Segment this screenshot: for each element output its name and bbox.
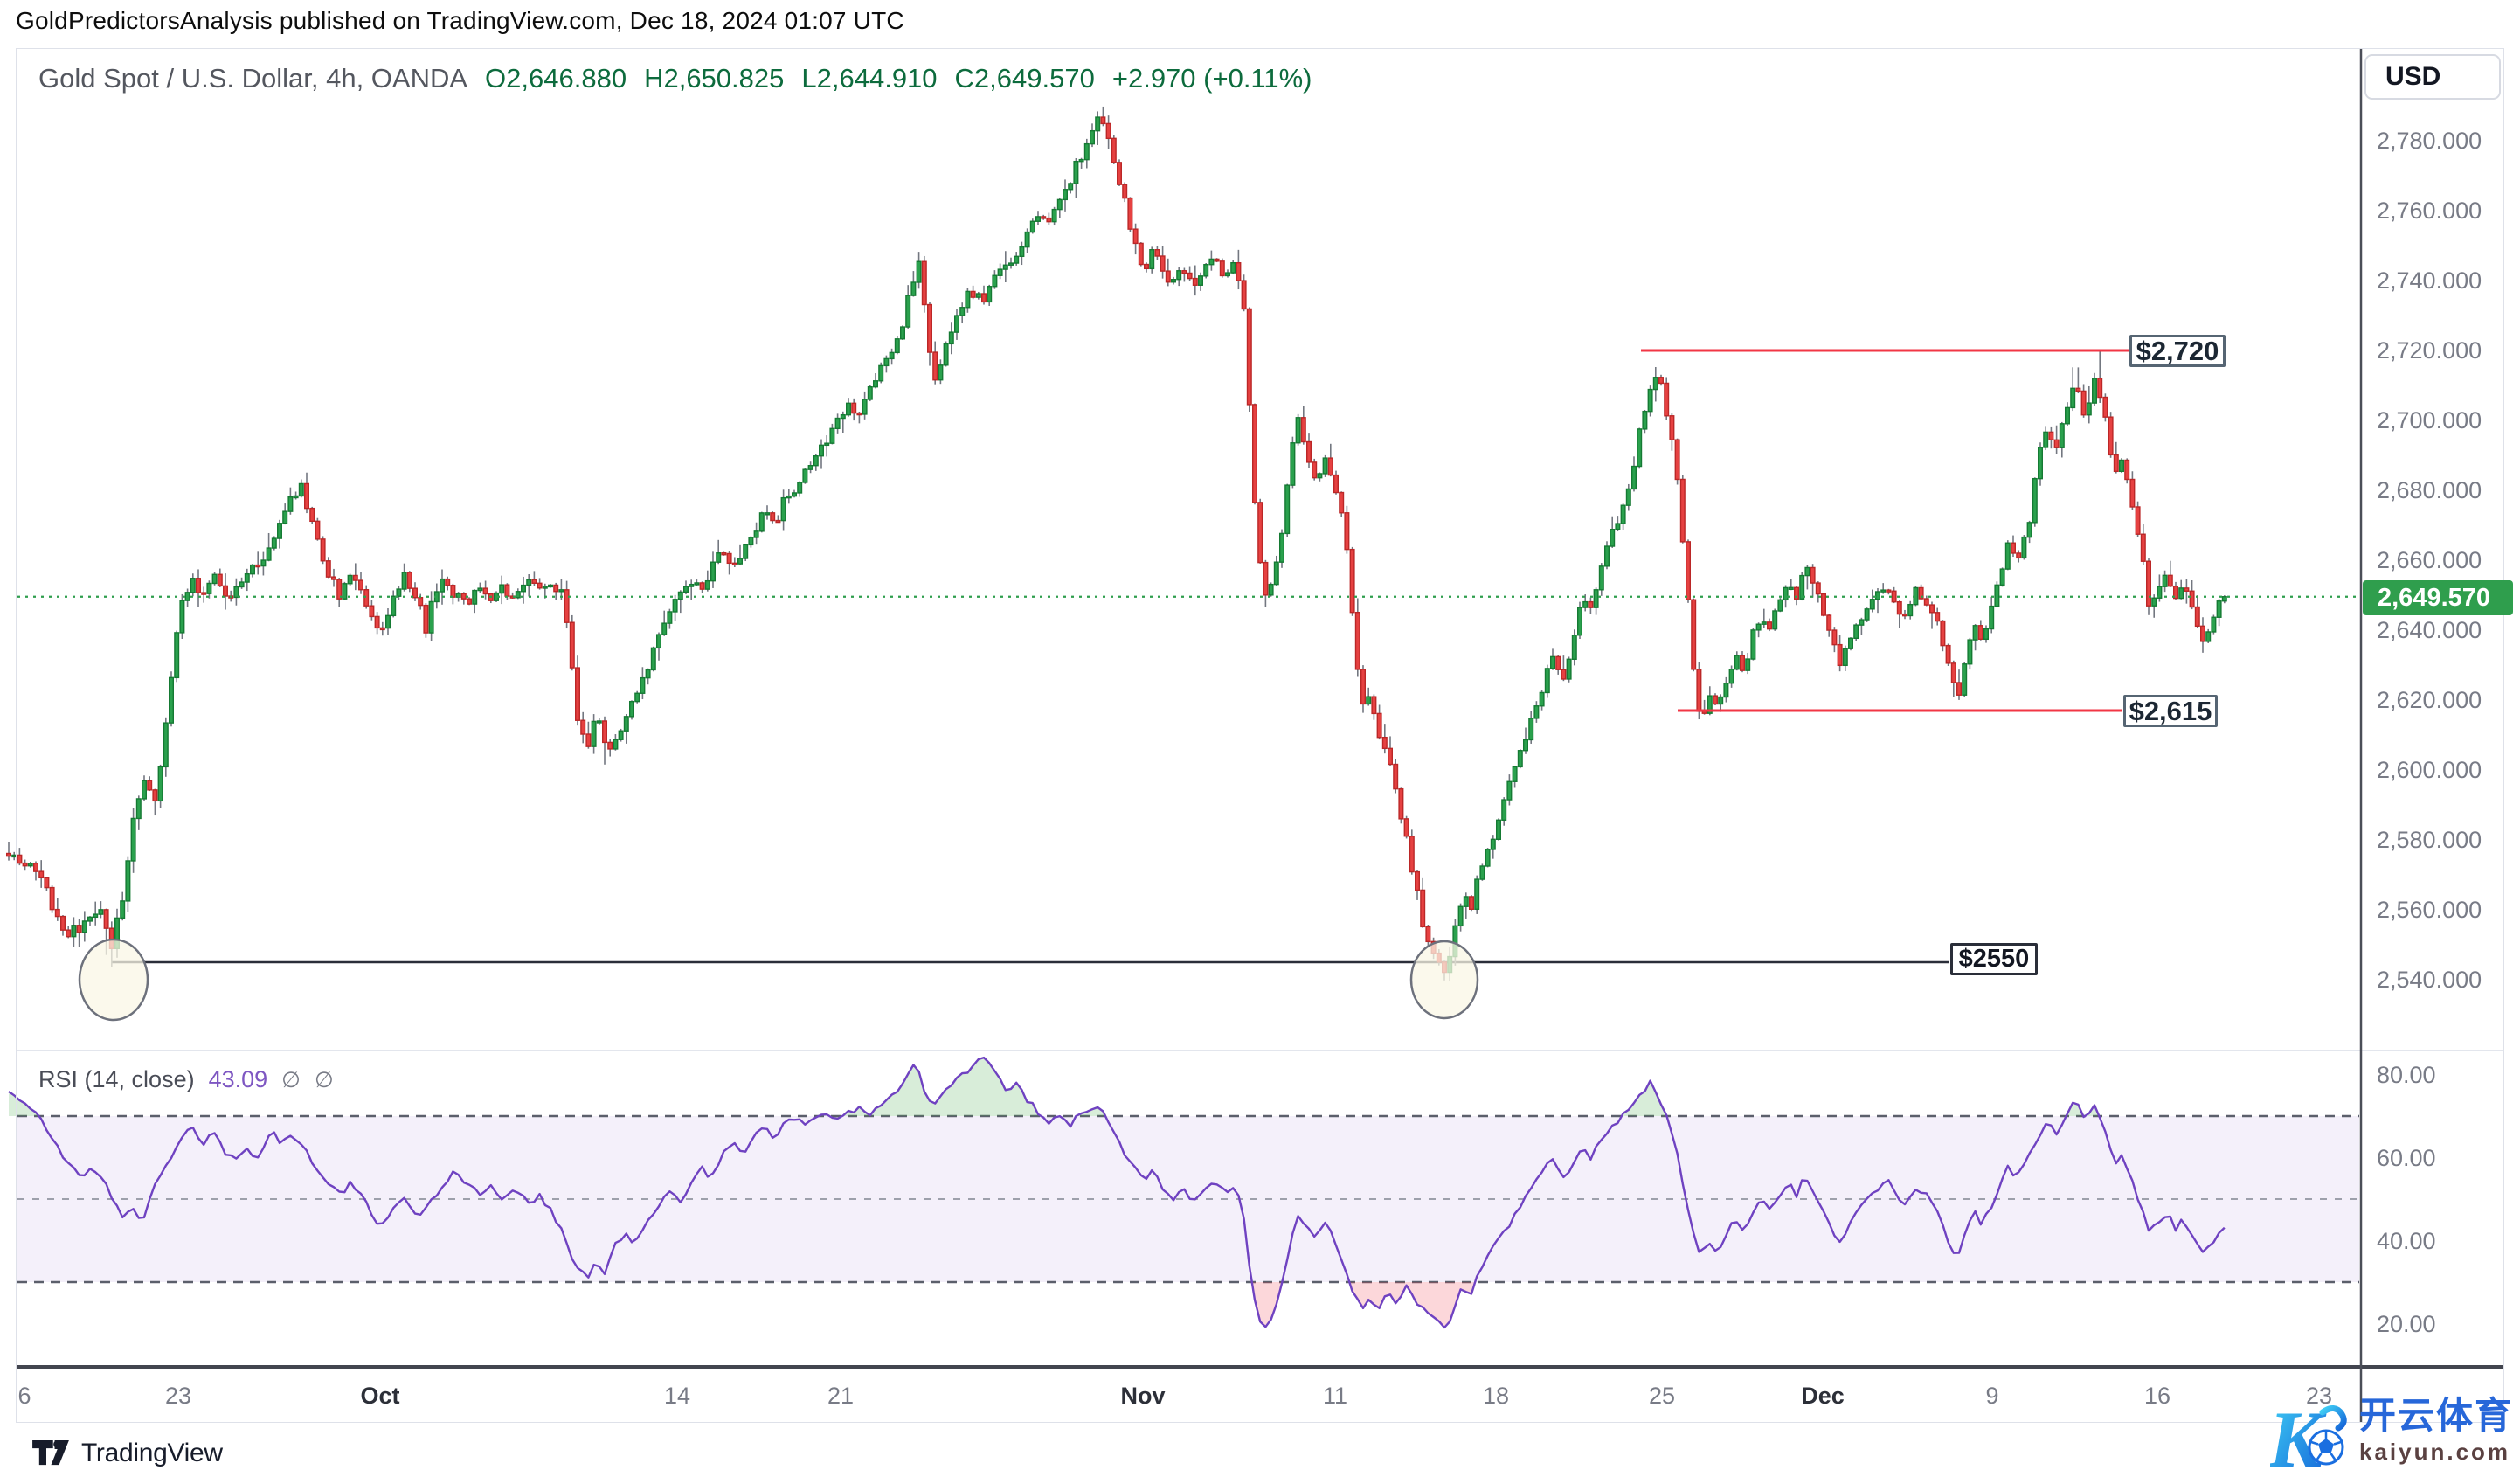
- time-axis-label: Nov: [1120, 1383, 1166, 1409]
- rsi-title: RSI (14, close): [38, 1066, 195, 1092]
- time-axis-label: 18: [1482, 1383, 1510, 1409]
- time-axis-label: 23: [2305, 1383, 2333, 1409]
- time-axis-label: Oct: [360, 1383, 400, 1409]
- price-axis-label: 2,540.000: [2377, 967, 2482, 993]
- price-axis-label: 2,760.000: [2377, 198, 2482, 224]
- published-line: GoldPredictorsAnalysis published on Trad…: [16, 7, 904, 34]
- time-axis-label: 16: [2143, 1383, 2171, 1409]
- last-price-badge: 2,649.570: [2363, 580, 2513, 615]
- rsi-axis-label: 40.00: [2377, 1227, 2436, 1254]
- tradingview-wordmark: TradingView: [81, 1439, 223, 1467]
- price-annotation-label: $2550: [1950, 943, 2038, 975]
- price-axis-label: 2,740.000: [2377, 267, 2482, 294]
- price-axis-label: 2,680.000: [2377, 477, 2482, 503]
- price-axis-label: 2,660.000: [2377, 547, 2482, 573]
- ohlc-close: C2,649.570: [954, 63, 1095, 94]
- price-axis-label: 2,580.000: [2377, 827, 2482, 853]
- tradingview-logo-icon: [32, 1440, 69, 1466]
- rsi-ma1-disabled-icon: ∅: [281, 1068, 301, 1092]
- ohlc-low: L2,644.910: [801, 63, 938, 94]
- kaiyun-logo-icon: K: [2270, 1395, 2347, 1481]
- time-axis-label: 9: [1985, 1383, 1999, 1409]
- rsi-axis-label: 60.00: [2377, 1144, 2436, 1171]
- rsi-value: 43.09: [208, 1066, 268, 1092]
- time-axis-label: 25: [1648, 1383, 1676, 1409]
- price-axis-label: 2,720.000: [2377, 337, 2482, 364]
- price-axis-label: 2,560.000: [2377, 897, 2482, 923]
- time-axis-label: 23: [164, 1383, 192, 1409]
- time-axis-label: Dec: [1801, 1383, 1845, 1409]
- price-axis-label: 2,620.000: [2377, 687, 2482, 713]
- time-axis-label: 21: [827, 1383, 855, 1409]
- chart-widget-frame: [16, 48, 2504, 1423]
- time-axis-label: 11: [1322, 1383, 1348, 1409]
- rsi-ma2-disabled-icon: ∅: [314, 1068, 334, 1092]
- price-axis-label: 2,700.000: [2377, 407, 2482, 433]
- ohlc-high: H2,650.825: [644, 63, 785, 94]
- ohlc-open: O2,646.880: [485, 63, 627, 94]
- price-axis-label: 2,780.000: [2377, 128, 2482, 154]
- tradingview-attribution[interactable]: TradingView: [31, 1439, 223, 1468]
- kaiyun-domain: kaiyun.com: [2358, 1439, 2511, 1465]
- time-axis-label: 14: [663, 1383, 691, 1409]
- price-axis-label: 2,640.000: [2377, 617, 2482, 643]
- time-axis-label: 6: [17, 1383, 31, 1409]
- currency-button[interactable]: USD: [2364, 54, 2501, 100]
- symbol-title: Gold Spot / U.S. Dollar, 4h, OANDA: [38, 63, 468, 94]
- rsi-legend: RSI (14, close) 43.09 ∅ ∅: [38, 1066, 334, 1093]
- rsi-axis-label: 80.00: [2377, 1061, 2436, 1088]
- ohlc-change: +2.970 (+0.11%): [1111, 63, 1312, 94]
- price-annotation-label: $2,720: [2129, 335, 2226, 367]
- rsi-axis-label: 20.00: [2377, 1310, 2436, 1337]
- price-axis-label: 2,600.000: [2377, 757, 2482, 783]
- candles: [5, 106, 2227, 981]
- symbol-legend: Gold Spot / U.S. Dollar, 4h, OANDA O2,64…: [38, 63, 1312, 94]
- price-annotation-label: $2,615: [2123, 695, 2218, 727]
- kaiyun-title: 开云体育: [2358, 1395, 2513, 1436]
- kaiyun-watermark[interactable]: K 开云体育 kaiyun.com: [2270, 1393, 2513, 1481]
